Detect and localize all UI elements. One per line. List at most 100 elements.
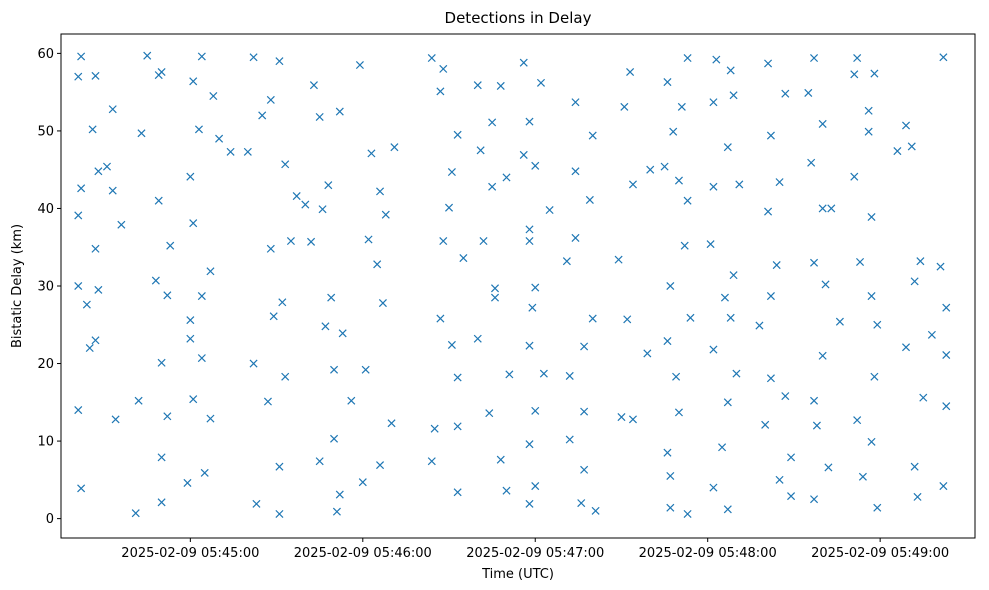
detection-point (496, 455, 505, 464)
detection-point (709, 483, 718, 492)
detection-point (706, 240, 715, 249)
detection-point (942, 350, 951, 360)
detection-point (519, 58, 528, 67)
detection-point (358, 478, 367, 487)
detection-point (936, 262, 945, 271)
detection-point (666, 281, 675, 291)
detection-point (258, 111, 267, 120)
detection-point (775, 178, 784, 187)
detection-point (436, 314, 445, 323)
detection-point (186, 334, 195, 343)
detection-point (709, 345, 718, 354)
detection-point (766, 292, 775, 301)
detection-point (824, 463, 833, 472)
x-tick-label: 2025-02-09 05:49:00 (811, 546, 949, 561)
x-tick-label: 2025-02-09 05:45:00 (121, 546, 259, 561)
detection-point (519, 150, 528, 159)
detection-point (263, 397, 272, 406)
detection-point (764, 207, 773, 216)
detection-point (209, 92, 218, 101)
detection-point (269, 312, 278, 321)
detection-point (436, 87, 445, 96)
detection-point (490, 284, 500, 293)
detection-point (330, 434, 339, 443)
detection-point (674, 408, 683, 417)
detection-point (189, 219, 198, 228)
detection-point (781, 89, 790, 98)
detection-point (453, 373, 462, 382)
y-tick-label: 30 (37, 280, 54, 295)
detection-point (459, 254, 468, 263)
detection-point (910, 462, 919, 471)
detection-point (674, 176, 683, 185)
detection-point (373, 260, 382, 269)
detection-point (856, 257, 865, 266)
detection-point (74, 281, 83, 291)
detection-point (723, 398, 732, 407)
detection-point (215, 134, 224, 143)
detection-point (810, 396, 819, 405)
y-axis-title: Bistatic Delay (km) (10, 224, 25, 348)
detection-point (732, 369, 741, 378)
detection-point (163, 412, 172, 421)
detection-point (729, 91, 738, 100)
detection-point (281, 160, 290, 169)
detection-point (183, 478, 192, 487)
detection-point (189, 395, 198, 404)
detection-point (154, 196, 163, 205)
detection-point (453, 488, 462, 497)
detection-point (720, 293, 729, 302)
detection-point (536, 78, 546, 87)
x-tick-label: 2025-02-09 05:46:00 (294, 546, 432, 561)
detection-point (571, 233, 580, 242)
y-tick-label: 10 (37, 435, 54, 450)
detection-point (490, 293, 500, 302)
detection-point (614, 255, 623, 264)
detection-point (157, 453, 166, 462)
detection-point (709, 182, 718, 191)
detection-point (453, 130, 462, 139)
x-axis: 2025-02-09 05:45:00 2025-02-09 05:46:00 20… (121, 538, 949, 561)
detection-point (723, 505, 732, 514)
detection-point (683, 509, 692, 518)
detection-point (206, 414, 215, 423)
detection-point (102, 162, 112, 171)
detection-point (663, 337, 672, 346)
detection-point (330, 365, 339, 374)
detection-point (787, 453, 796, 462)
detection-point (376, 461, 385, 470)
y-axis: 0 10 20 30 40 50 60 (37, 47, 61, 527)
detection-point (381, 210, 390, 219)
detection-point (850, 70, 859, 79)
detection-point (764, 59, 773, 68)
detection-point (206, 267, 215, 276)
detection-point (870, 69, 879, 78)
detection-point (683, 196, 692, 205)
detection-point (577, 499, 586, 508)
detection-point (873, 503, 882, 512)
detection-point (525, 237, 534, 246)
detection-point (735, 180, 744, 189)
detection-point (266, 244, 275, 253)
detection-point (942, 303, 951, 312)
detection-point (646, 165, 655, 174)
detection-point (781, 392, 790, 401)
detection-point (453, 422, 462, 431)
detection-point (108, 105, 117, 114)
detection-point (488, 118, 497, 127)
detection-point (163, 291, 172, 300)
detection-point (439, 64, 448, 73)
detection-point (194, 125, 203, 134)
detection-point (252, 499, 261, 508)
detection-point (151, 276, 160, 285)
detection-point (286, 237, 295, 246)
detection-point (718, 443, 727, 452)
detection-point (91, 71, 100, 80)
x-tick-label: 2025-02-09 05:47:00 (466, 546, 604, 561)
detection-point (74, 72, 83, 81)
detection-point (677, 102, 686, 111)
detection-point (680, 241, 689, 250)
detection-point (672, 372, 681, 381)
detection-point (939, 53, 948, 62)
